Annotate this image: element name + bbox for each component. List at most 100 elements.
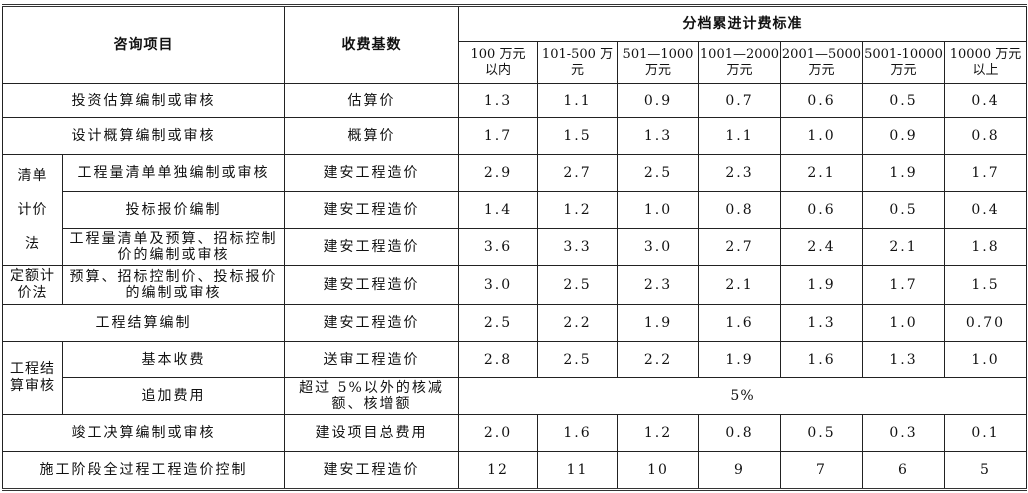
value-cell: 0.8 xyxy=(698,414,781,452)
value-cell: 0.7 xyxy=(698,83,781,118)
value-cell: 1.0 xyxy=(862,304,945,342)
value-cell: 2.5 xyxy=(458,304,538,342)
value-cell: 10 xyxy=(617,451,699,490)
value-cell: 0.9 xyxy=(617,83,699,118)
value-cell: 12 xyxy=(458,451,538,490)
base-cell: 建安工程造价 xyxy=(284,154,459,192)
value-cell: 0.4 xyxy=(943,191,1028,229)
value-cell: 1.3 xyxy=(780,304,863,342)
value-cell: 1.0 xyxy=(780,117,863,155)
value-cell: 0.1 xyxy=(943,414,1028,452)
table-row: 投资估算编制或审核 估算价 1.3 1.1 0.9 0.7 0.6 0.5 0.4 xyxy=(2,83,1028,118)
value-cell: 3.6 xyxy=(458,228,538,266)
value-cell: 2.5 xyxy=(537,265,618,305)
table-row: 竣工决算编制或审核 建设项目总费用 2.0 1.6 1.2 0.8 0.5 0.3 0.1 xyxy=(2,414,1028,452)
value-cell: 0.9 xyxy=(862,117,945,155)
value-cell: 1.3 xyxy=(617,117,699,155)
value-cell: 0.6 xyxy=(780,83,863,118)
value-cell: 0.4 xyxy=(943,83,1028,118)
table-row: 工程量清单及预算、招标控制价的编制或审核 建安工程造价 3.6 3.3 3.0 2.7 2.… xyxy=(3,228,1028,266)
value-cell: 1.9 xyxy=(780,265,863,305)
item-cell: 施工阶段全过程工程造价控制 xyxy=(2,451,285,490)
item-cell: 工程量清单单独编制或审核 xyxy=(62,154,285,192)
base-cell: 估算价 xyxy=(284,83,459,118)
item-cell: 投标报价编制 xyxy=(62,191,285,229)
item-cell: 预算、招标控制价、投标报价的编制或审核 xyxy=(62,265,285,305)
value-cell: 2.0 xyxy=(458,414,538,452)
value-cell: 3.0 xyxy=(617,228,699,266)
tier-header: 2001—5000 万元 xyxy=(780,41,863,84)
value-cell: 0.5 xyxy=(780,414,863,452)
value-cell: 2.1 xyxy=(780,154,863,192)
base-cell: 送审工程造价 xyxy=(284,341,459,378)
base-cell: 建安工程造价 xyxy=(284,265,459,305)
value-cell: 1.7 xyxy=(862,265,945,305)
tier-header: 1001—2000 万元 xyxy=(698,41,781,84)
base-cell: 建安工程造价 xyxy=(284,228,459,266)
table-row: 清单 计价 法工程量清单单独编制或审核 建安工程造价 2.9 2.7 2.5 2.3 2.1… xyxy=(2,154,1028,266)
item-cell: 设计概算编制或审核 xyxy=(2,117,285,155)
table-row: 投标报价编制 建安工程造价 1.4 1.2 1.0 0.8 0.6 0.5 0.4 xyxy=(3,191,1028,229)
tier-header: 101-500 万 元 xyxy=(537,41,618,84)
item-cell: 工程量清单及预算、招标控制价的编制或审核 xyxy=(62,228,285,266)
tier-header: 501—1000 万元 xyxy=(617,41,699,84)
value-cell: 2.3 xyxy=(617,265,699,305)
value-cell: 0.5 xyxy=(862,191,945,229)
value-cell: 2.5 xyxy=(617,154,699,192)
table-row: 追加费用 超过 5%以外的核减额、核增额 5% xyxy=(3,377,1028,415)
value-cell: 1.2 xyxy=(617,414,699,452)
value-cell: 0.6 xyxy=(780,191,863,229)
value-cell: 2.2 xyxy=(537,304,618,342)
value-cell: 1.3 xyxy=(458,83,538,118)
group-label: 定额计 价法 xyxy=(2,265,63,305)
value-cell: 1.1 xyxy=(698,117,781,155)
group-label: 清单 计价 法 xyxy=(2,154,63,266)
group-label: 工程结 算审核 xyxy=(2,341,63,415)
base-cell: 建设项目总费用 xyxy=(284,414,459,452)
value-cell: 0.8 xyxy=(698,191,781,229)
table-row: 工程结 算审核 基本收费 送审工程造价 2.8 2.5 2.2 1.9 1.6 1.3 1.0 xyxy=(2,341,1028,415)
value-cell: 2.5 xyxy=(537,341,618,378)
value-cell: 1.6 xyxy=(698,304,781,342)
value-cell: 1.9 xyxy=(617,304,699,342)
value-cell: 1.0 xyxy=(943,341,1028,378)
value-cell: 2.8 xyxy=(458,341,538,378)
base-cell: 概算价 xyxy=(284,117,459,155)
value-cell: 1.8 xyxy=(943,228,1028,266)
value-cell: 3.0 xyxy=(458,265,538,305)
value-cell: 1.0 xyxy=(617,191,699,229)
base-cell: 超过 5%以外的核减额、核增额 xyxy=(284,377,459,415)
value-cell: 0.70 xyxy=(943,304,1028,342)
value-cell: 1.5 xyxy=(537,117,618,155)
value-cell: 6 xyxy=(862,451,945,490)
item-cell: 投资估算编制或审核 xyxy=(2,83,285,118)
table-row: 设计概算编制或审核 概算价 1.7 1.5 1.3 1.1 1.0 0.9 0.8 xyxy=(2,117,1028,155)
value-cell: 2.1 xyxy=(862,228,945,266)
value-cell: 1.4 xyxy=(458,191,538,229)
value-cell: 1.3 xyxy=(862,341,945,378)
value-cell: 0.5 xyxy=(862,83,945,118)
header-item: 咨询项目 xyxy=(2,5,285,84)
value-cell: 2.7 xyxy=(537,154,618,192)
value-cell: 2.1 xyxy=(698,265,781,305)
table-row: 施工阶段全过程工程造价控制 建安工程造价 12 11 10 9 7 6 5 xyxy=(2,451,1028,490)
value-cell: 0.3 xyxy=(862,414,945,452)
value-cell: 1.1 xyxy=(537,83,618,118)
tier-header: 10000 万元 以上 xyxy=(943,41,1028,84)
base-cell: 建安工程造价 xyxy=(284,191,459,229)
value-cell: 1.7 xyxy=(458,117,538,155)
value-cell: 11 xyxy=(537,451,618,490)
base-cell: 建安工程造价 xyxy=(284,451,459,490)
value-cell: 0.8 xyxy=(943,117,1028,155)
value-cell: 1.6 xyxy=(780,341,863,378)
table-row: 工程结算编制 建安工程造价 2.5 2.2 1.9 1.6 1.3 1.0 0.70 xyxy=(2,304,1028,342)
value-cell: 1.7 xyxy=(943,154,1028,192)
header-tiered: 分档累进计费标准 xyxy=(457,5,1028,42)
tier-header: 100 万元 以内 xyxy=(458,41,538,84)
value-cell: 1.9 xyxy=(862,154,945,192)
item-cell: 工程结算编制 xyxy=(2,304,285,342)
item-cell: 基本收费 xyxy=(62,341,285,378)
table-row: 定额计 价法 预算、招标控制价、投标报价的编制或审核 建安工程造价 3.0 2.5 2.3… xyxy=(2,265,1028,305)
value-cell: 3.3 xyxy=(537,228,618,266)
value-cell: 1.6 xyxy=(537,414,618,452)
